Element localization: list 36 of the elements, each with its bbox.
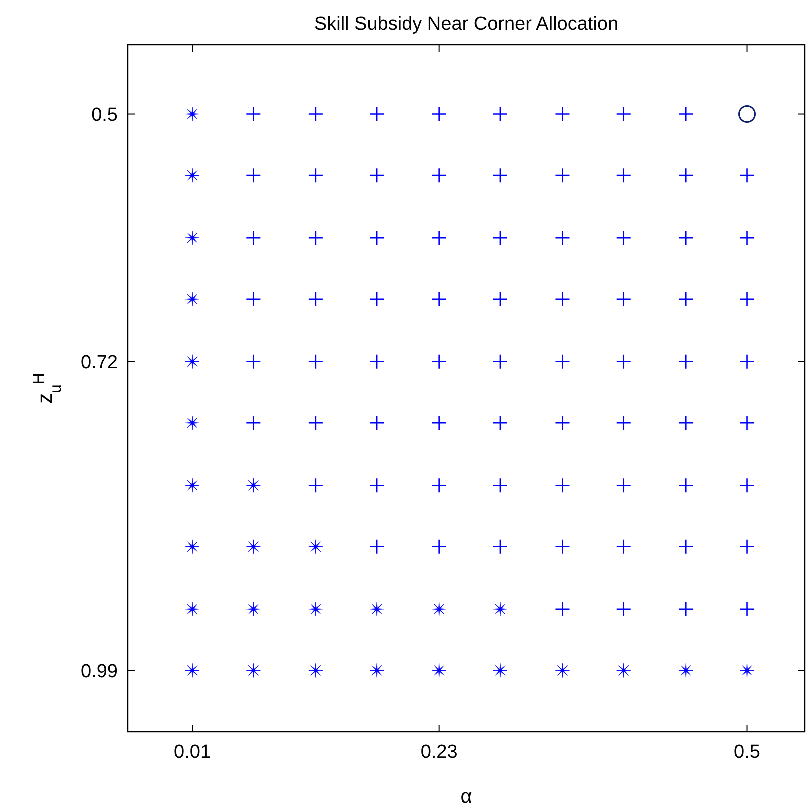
point: [185, 292, 200, 307]
x-tick-label: 0.5: [734, 742, 760, 763]
point: [493, 663, 508, 678]
point: [185, 168, 200, 183]
point: [185, 602, 200, 617]
chart-title: Skill Subsidy Near Corner Allocation: [314, 14, 619, 35]
point: [308, 602, 324, 617]
point: [185, 107, 200, 122]
point: [246, 602, 261, 617]
point: [616, 663, 632, 678]
point: [308, 540, 324, 554]
point: [185, 540, 200, 554]
y-tick-label: 0.5: [92, 104, 118, 126]
point: [246, 478, 261, 493]
point: [370, 663, 384, 678]
x-tick-label: 0.23: [420, 742, 458, 763]
point: [432, 663, 447, 678]
x-axis-title: α: [460, 786, 472, 808]
y-tick-label: 0.99: [81, 661, 118, 682]
point: [678, 663, 694, 678]
point: [308, 663, 324, 678]
point: [185, 354, 200, 370]
point: [432, 602, 447, 617]
point: [556, 663, 570, 678]
point: [740, 663, 754, 678]
point: [370, 602, 384, 617]
x-tick-label: 0.01: [174, 742, 212, 763]
y-tick-label: 0.72: [81, 352, 118, 374]
point: [185, 416, 200, 430]
point: [185, 478, 200, 493]
point: [185, 663, 200, 678]
point: [493, 602, 508, 617]
point: [185, 230, 200, 246]
point: [738, 106, 756, 124]
point: [246, 663, 261, 678]
point: [246, 540, 261, 554]
